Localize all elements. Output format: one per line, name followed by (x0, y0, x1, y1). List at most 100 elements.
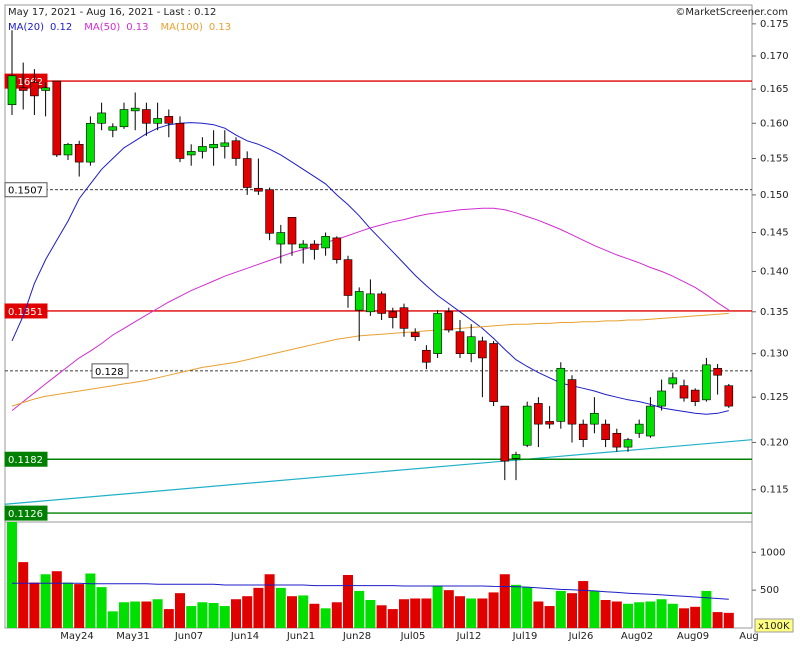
candle-body (511, 454, 521, 459)
volume-bar (242, 596, 253, 628)
volume-bar (679, 608, 689, 628)
level-label: 0.1351 (8, 307, 43, 318)
volume-bar (119, 602, 129, 628)
chart-title: May 17, 2021 - Aug 16, 2021 - Last : 0.1… (8, 7, 216, 18)
candle-body (366, 293, 375, 313)
y-tick-label: 0.165 (760, 84, 789, 95)
volume-bar (365, 599, 376, 628)
candle-body (142, 109, 151, 124)
volume-bar (623, 603, 633, 628)
level-label-box (91, 363, 129, 379)
volume-bar (107, 611, 118, 628)
candle-body (7, 75, 17, 106)
volume-bar (723, 612, 734, 628)
candle-body (321, 236, 330, 249)
x-tick-label: May31 (116, 631, 149, 642)
candle-body (298, 243, 308, 249)
legend-name: MA(100) (161, 22, 203, 33)
volume-bar (51, 571, 62, 628)
candle-body (455, 331, 465, 354)
volume-bar (219, 606, 230, 628)
y-tick-label: 0.140 (760, 266, 789, 277)
y-tick-label: 0.155 (760, 154, 789, 165)
candle-body (646, 405, 655, 437)
x-tick-label: Jun07 (174, 631, 203, 642)
volume-bar (544, 606, 555, 628)
y-tick-label: 0.120 (760, 437, 789, 448)
volume-bar (600, 599, 611, 628)
candle-body (74, 143, 84, 163)
volume-bar (488, 592, 499, 628)
candle-body (198, 146, 207, 152)
candle-body (612, 432, 622, 448)
candle-body (657, 390, 666, 407)
candle-body (97, 112, 106, 124)
candle-body (265, 189, 274, 234)
candle-body (209, 143, 218, 149)
level-label-box (4, 451, 48, 467)
x-tick-label: Aug09 (677, 631, 709, 642)
legend-value: 0.12 (50, 22, 72, 33)
candle-body (86, 122, 95, 163)
volume-bar (163, 609, 174, 628)
candle-body (186, 151, 196, 156)
y-tick-label: 0.150 (760, 190, 789, 201)
volume-bar (275, 587, 286, 628)
candle-body (634, 423, 644, 434)
ma-line (11, 207, 730, 411)
volume-bar (701, 590, 712, 628)
volume-bar (130, 601, 141, 628)
candle-body (534, 403, 543, 425)
volume-bar (421, 598, 432, 628)
volume-bar (589, 590, 600, 628)
volume-bar (264, 574, 275, 628)
y-tick-label: 500 (760, 585, 779, 596)
volume-bar (466, 598, 477, 628)
candle-body (433, 313, 442, 354)
volume-bar (432, 586, 443, 628)
volume-bar (197, 602, 208, 628)
volume-bar (533, 601, 544, 628)
volume-bar (231, 599, 241, 628)
x-tick-label: Jul26 (568, 631, 594, 642)
candle-body (310, 243, 319, 250)
volume-ma-line (12, 582, 729, 600)
volume-bar (499, 574, 510, 628)
volume-bar (511, 584, 521, 628)
candle-body (489, 343, 498, 402)
candle-body (354, 291, 364, 311)
volume-bar (567, 593, 577, 628)
candle-body (153, 118, 162, 124)
unit-label: x100K (758, 621, 790, 632)
candle-body (578, 423, 588, 441)
candle-body (410, 332, 420, 338)
volume-bar (320, 608, 331, 628)
volume-bar (387, 609, 398, 628)
volume-bar (443, 590, 454, 628)
volume-bar (522, 587, 533, 628)
y-tick-label: 0.135 (760, 307, 789, 318)
candle-body (343, 259, 353, 296)
volume-bar (555, 590, 566, 628)
x-tick-label: Jun21 (286, 631, 315, 642)
volume-bar (656, 599, 667, 628)
level-label: 0.1507 (8, 186, 43, 197)
x-tick-label: Jul12 (456, 631, 482, 642)
volume-bar (354, 590, 365, 628)
y-tick-label: 0.125 (760, 392, 789, 403)
candle-body (623, 439, 633, 448)
candle-body (108, 126, 118, 131)
volume-bar (175, 593, 185, 628)
y-tick-label: 1000 (760, 547, 785, 558)
level-label-box (4, 303, 48, 319)
candle-body (545, 421, 554, 425)
level-label: 0.1662 (8, 77, 43, 88)
candle-body (41, 87, 50, 91)
volume-bar (578, 581, 589, 628)
source: ©MarketScreener.com (675, 7, 788, 18)
ma-line (11, 312, 729, 407)
volume-bar (7, 522, 17, 628)
legend-name: MA(50) (84, 22, 120, 33)
volume-bar (667, 603, 678, 628)
